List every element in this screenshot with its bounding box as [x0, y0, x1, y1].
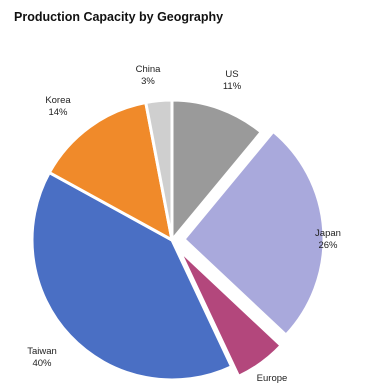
slice-label-europe: Europe	[257, 373, 288, 383]
pie-slice-japan	[181, 129, 326, 338]
slice-value-us: 11%	[223, 81, 242, 92]
pie-slice-china	[144, 98, 174, 241]
slice-label-japan: Japan	[315, 228, 341, 239]
chart-title: Production Capacity by Geography	[14, 10, 224, 24]
pie-slice-us	[170, 98, 264, 245]
slice-value-taiwan: 40%	[32, 358, 52, 369]
slice-label-korea: Korea	[45, 95, 71, 106]
slice-value-japan: 26%	[318, 240, 338, 251]
slice-label-china: China	[136, 64, 162, 75]
slice-value-korea: 14%	[48, 107, 68, 118]
pie-slices	[30, 98, 326, 382]
pie-slice-taiwan	[30, 170, 234, 382]
pie-slice-europe	[177, 248, 284, 379]
slice-label-us: US	[225, 69, 238, 80]
pie-slice-korea	[47, 100, 175, 243]
slice-label-taiwan: Taiwan	[27, 346, 57, 357]
slice-value-china: 3%	[141, 76, 155, 87]
